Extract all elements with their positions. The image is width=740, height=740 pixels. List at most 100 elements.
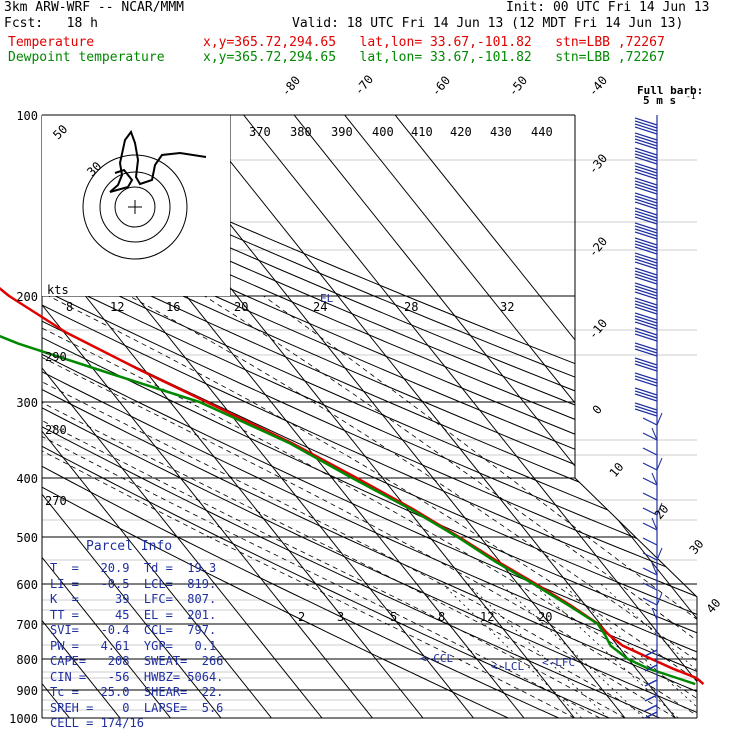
dry-adiabat xyxy=(42,115,697,718)
wind-barb xyxy=(634,282,658,291)
wind-barb xyxy=(634,270,658,279)
pressure-tick-label: 200 xyxy=(16,290,38,304)
wind-barb xyxy=(642,462,658,471)
init-time: Init: 00 UTC Fri 14 Jun 13 xyxy=(506,0,710,15)
valid-time: Valid: 18 UTC Fri 14 Jun 13 (12 MDT Fri … xyxy=(292,16,684,31)
theta-label: 420 xyxy=(450,125,472,139)
isotherm-label: -10 xyxy=(586,316,611,342)
wind-barb xyxy=(634,216,658,225)
hodo-ring xyxy=(82,154,188,260)
wind-barb xyxy=(634,192,658,201)
isotherm-line xyxy=(293,115,697,718)
barb-legend-unit-sup: -1 xyxy=(686,92,696,101)
wind-barb xyxy=(634,213,658,222)
wind-barb xyxy=(642,477,658,486)
pressure-tick-label: 300 xyxy=(16,396,38,410)
parcel-row: T = 20.9 Td = 19.3 xyxy=(50,561,217,575)
theta-label: 270 xyxy=(45,494,67,508)
wind-barb xyxy=(656,457,663,471)
wind-barb xyxy=(634,147,658,156)
wind-barb xyxy=(642,567,658,576)
wind-barb xyxy=(634,123,658,132)
pressure-tick-label: 900 xyxy=(16,684,38,698)
wind-barb xyxy=(634,228,658,237)
wind-barb xyxy=(634,117,658,126)
wind-barb xyxy=(634,321,658,330)
isotherm-line xyxy=(42,115,222,718)
moist-adiabat xyxy=(129,295,697,718)
wind-barb xyxy=(634,246,658,255)
dry-adiabat xyxy=(42,115,697,718)
wind-barb xyxy=(634,201,658,210)
wind-barb xyxy=(634,138,658,147)
wind-barb xyxy=(634,276,658,285)
wind-barb xyxy=(642,417,658,426)
hodo-ring xyxy=(114,186,156,228)
dry-adiabat xyxy=(42,115,697,718)
wind-barb xyxy=(656,592,663,606)
dry-adiabat xyxy=(42,115,697,718)
wind-barb xyxy=(634,318,658,327)
hodo-bg xyxy=(42,115,230,296)
wind-barb xyxy=(634,267,658,276)
moist-adiabat xyxy=(42,343,651,718)
wind-barb xyxy=(634,378,658,387)
wind-barb xyxy=(634,132,658,141)
dry-adiabat xyxy=(42,115,697,718)
wind-barb xyxy=(651,562,658,576)
wind-barb xyxy=(644,694,658,702)
isotherm-label: -50 xyxy=(506,73,531,99)
wind-barb xyxy=(634,207,658,216)
parcel-row: CIN = -56 HWBZ= 5064. xyxy=(50,670,224,684)
wind-barb xyxy=(642,507,658,516)
moist-adiabat xyxy=(42,295,697,718)
theta-label: 380 xyxy=(290,125,312,139)
wind-barb xyxy=(634,393,658,402)
dry-adiabat xyxy=(42,115,697,718)
theta-label: 440 xyxy=(531,125,553,139)
theta-label: 390 xyxy=(331,125,353,139)
wind-barb xyxy=(634,348,658,357)
wind-barb xyxy=(634,291,658,300)
mixing-ratio-label: 20 xyxy=(538,610,552,624)
pressure-tick-label: 500 xyxy=(16,531,38,545)
wind-barb xyxy=(644,704,658,712)
dry-adiabat xyxy=(42,115,697,718)
wind-barb xyxy=(634,303,658,312)
wind-barb xyxy=(634,387,658,396)
wind-barb xyxy=(634,237,658,246)
wind-barb xyxy=(634,360,658,369)
parcel-row: K = 39 LFC= 807. xyxy=(50,592,217,606)
dry-adiabat xyxy=(42,115,697,718)
wind-barb xyxy=(634,285,658,294)
wind-barb xyxy=(634,225,658,234)
wind-barb xyxy=(642,597,658,606)
wind-barbs xyxy=(634,115,663,719)
theta-e-label: 24 xyxy=(313,300,327,314)
parcel-row: TT = 45 EL = 201. xyxy=(50,608,217,622)
dry-adiabat xyxy=(42,115,697,718)
dry-adiabat xyxy=(42,115,697,718)
isotherm-label: 30 xyxy=(687,537,707,557)
moist-adiabat xyxy=(48,295,697,718)
wind-barb xyxy=(644,679,658,687)
wind-barb xyxy=(634,135,658,144)
frame-diagonal xyxy=(574,477,698,718)
wind-barb xyxy=(634,165,658,174)
dry-adiabat xyxy=(42,115,697,718)
model-title: 3km ARW-WRF -- NCAR/MMM xyxy=(4,0,185,15)
level-marker: EL xyxy=(320,292,334,305)
isotherm-label: -30 xyxy=(586,151,611,177)
wind-barb xyxy=(634,315,658,324)
wind-barb xyxy=(634,252,658,261)
theta-e-label: 32 xyxy=(500,300,514,314)
wind-barb xyxy=(634,390,658,399)
level-marker: <-LFC xyxy=(542,656,575,669)
theta-label: 370 xyxy=(249,125,271,139)
barb-legend-unit: 5 m s xyxy=(643,94,676,107)
wind-barb xyxy=(656,547,663,561)
hodo-speed-unit: kts xyxy=(47,283,69,297)
wind-barb xyxy=(634,297,658,306)
temperature-legend-label: Temperature xyxy=(8,35,95,50)
isotherm-label: -20 xyxy=(586,234,611,260)
